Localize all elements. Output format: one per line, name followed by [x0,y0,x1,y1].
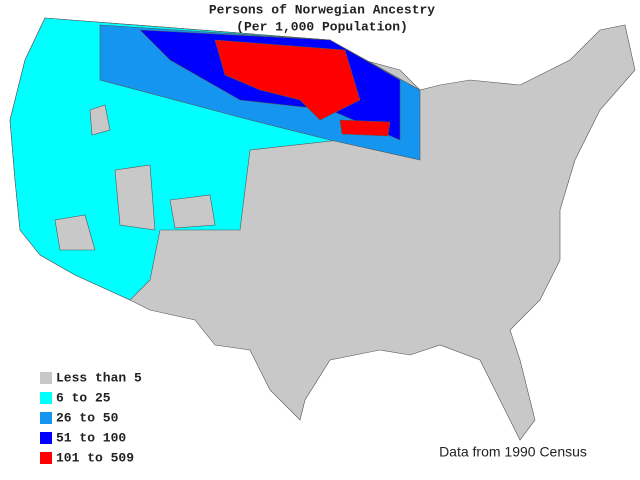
region-low [89,104,111,136]
source-note: Data from 1990 Census [439,444,587,460]
us-map [9,17,636,441]
region-low [114,164,156,231]
region-low [54,214,96,251]
legend-swatch [40,432,52,444]
legend-swatch [40,412,52,424]
legend-label: 26 to 50 [56,410,119,425]
legend-label: 51 to 100 [56,430,126,445]
map-title: Persons of Norwegian Ancestry [209,2,435,17]
map-subtitle: (Per 1,000 Population) [236,19,408,34]
region-low [169,194,216,229]
legend-label: 6 to 25 [56,390,111,405]
legend-swatch [40,452,52,464]
legend-label: Less than 5 [56,370,142,385]
legend-label: 101 to 509 [56,450,134,465]
region-101-509 [214,39,361,121]
region-101-509 [339,119,391,137]
legend: Less than 5 6 to 25 26 to 50 51 to 100 101 t… [40,370,142,465]
legend-swatch [40,372,52,384]
legend-swatch [40,392,52,404]
